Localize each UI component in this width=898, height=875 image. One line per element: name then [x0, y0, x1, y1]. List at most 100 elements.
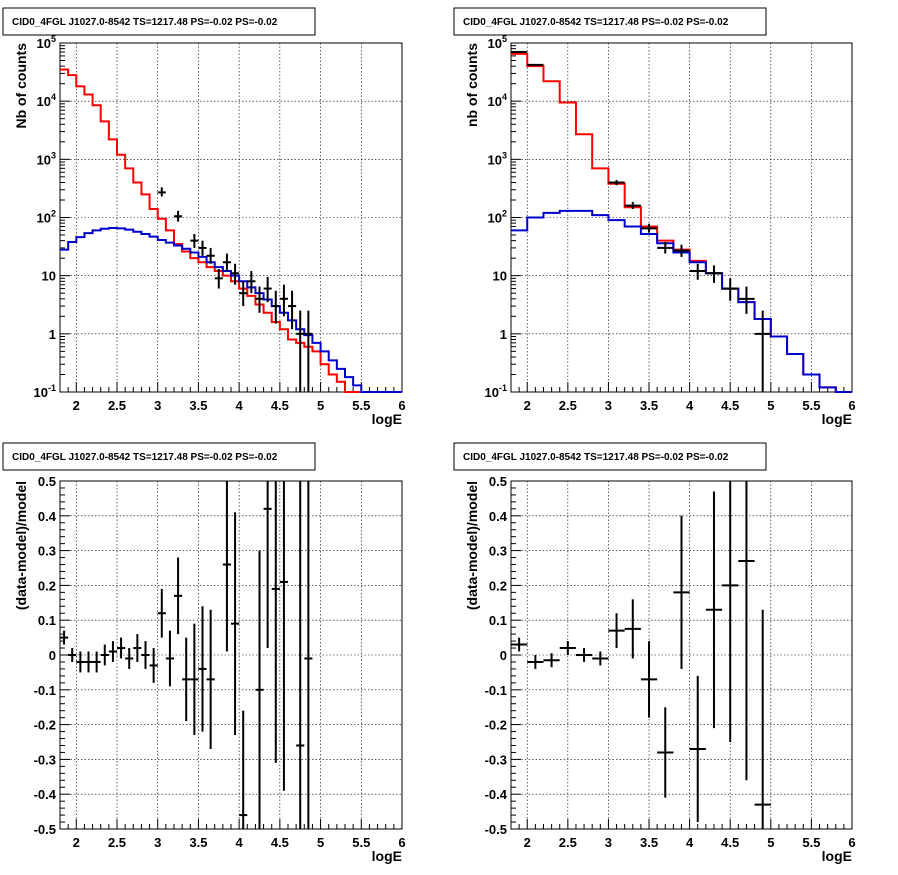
plot-frame: [510, 480, 853, 830]
chart-title: CID0_4FGL J1027.0-8542 TS=1217.48 PS=-0.…: [463, 452, 729, 463]
y-tick-label: 103: [37, 150, 56, 167]
chart-panel-1: CID0_4FGL J1027.0-8542 TS=1217.48 PS=-0.…: [2, 7, 406, 427]
y-tick-label: 0.5: [38, 474, 56, 489]
grid: [511, 481, 852, 829]
grid: [60, 43, 402, 392]
title-box: [453, 7, 767, 36]
y-tick-label: 104: [488, 92, 507, 109]
y-tick-label: -0.3: [34, 752, 56, 767]
data-points: [157, 187, 313, 392]
x-tick-label: 4.5: [271, 835, 289, 850]
y-tick-label: -0.2: [34, 718, 56, 733]
x-tick-label: 4: [686, 398, 694, 413]
y-tick-label: 0: [49, 648, 56, 663]
x-tick-label: 3.5: [189, 398, 207, 413]
plot-frame: [510, 42, 853, 393]
y-tick-label: -0.3: [485, 752, 507, 767]
x-tick-label: 4: [686, 835, 694, 850]
x-axis-title: logE: [372, 848, 402, 864]
y-tick-label: 0.4: [38, 509, 57, 524]
x-tick-label: 5.5: [352, 398, 370, 413]
y-tick-label: 105: [488, 34, 507, 51]
series-step-1: [511, 52, 852, 393]
x-tick-label: 3: [154, 398, 161, 413]
x-tick-label: 3.5: [189, 835, 207, 850]
x-tick-label: 4.5: [271, 398, 289, 413]
grid: [511, 43, 852, 392]
y-tick-label: -0.1: [485, 683, 507, 698]
y-tick-label: 103: [488, 150, 507, 167]
x-tick-label: 2.5: [108, 398, 126, 413]
x-tick-label: 3.5: [640, 398, 658, 413]
series-step-2: [511, 209, 852, 393]
x-tick-label: 3: [605, 835, 612, 850]
x-tick-label: 2.5: [559, 398, 577, 413]
x-axis-title: logE: [822, 411, 852, 427]
x-tick-label: 2.5: [559, 835, 577, 850]
data-points: [60, 481, 313, 829]
x-tick-label: 2.5: [108, 835, 126, 850]
x-tick-label: 5.5: [802, 835, 820, 850]
plot-frame: [59, 42, 403, 393]
x-tick-label: 6: [398, 398, 405, 413]
x-tick-label: 5.5: [352, 835, 370, 850]
y-tick-label: -0.5: [34, 822, 56, 837]
y-tick-label: -0.2: [485, 718, 507, 733]
x-tick-label: 4: [236, 835, 244, 850]
axis-ticks: [510, 480, 853, 830]
y-tick-label: 0.3: [38, 544, 56, 559]
chart-title: CID0_4FGL J1027.0-8542 TS=1217.48 PS=-0.…: [12, 452, 278, 463]
y-tick-label: 10: [42, 269, 56, 284]
x-tick-label: 5: [317, 835, 324, 850]
y-tick-label: 1: [49, 327, 56, 342]
x-tick-label: 5: [767, 398, 774, 413]
axis-ticks: [59, 480, 403, 830]
chart-panel-4: CID0_4FGL J1027.0-8542 TS=1217.48 PS=-0.…: [453, 442, 856, 864]
y-tick-label: 0.4: [489, 509, 508, 524]
y-tick-label: 102: [37, 209, 56, 226]
x-tick-label: 5.5: [802, 398, 820, 413]
data-points: [511, 51, 771, 392]
x-tick-label: 3: [605, 398, 612, 413]
series-step-1: [60, 68, 402, 393]
axis-ticks: [59, 45, 403, 393]
chart-panel-3: CID0_4FGL J1027.0-8542 TS=1217.48 PS=-0.…: [2, 442, 406, 864]
x-tick-label: 6: [398, 835, 405, 850]
x-tick-label: 4.5: [721, 398, 739, 413]
data-points: [511, 481, 771, 829]
y-tick-label: 10-1: [34, 383, 56, 400]
grid: [60, 481, 402, 829]
y-tick-label: 10: [493, 269, 507, 284]
axis-ticks: [510, 45, 853, 393]
series-step-2: [60, 226, 402, 393]
x-axis-title: logE: [372, 411, 402, 427]
x-tick-label: 5: [317, 398, 324, 413]
x-tick-label: 2: [73, 835, 80, 850]
x-tick-label: 3: [154, 835, 161, 850]
chart-title: CID0_4FGL J1027.0-8542 TS=1217.48 PS=-0.…: [12, 17, 278, 28]
y-tick-label: -0.4: [485, 787, 508, 802]
x-tick-label: 2: [524, 398, 531, 413]
y-tick-label: 0.2: [489, 578, 507, 593]
title-box: [453, 442, 767, 471]
y-axis-title: (data-model)/model: [464, 481, 480, 610]
y-axis-title: nb of counts: [464, 43, 480, 127]
x-tick-label: 4: [236, 398, 244, 413]
x-tick-label: 2: [73, 398, 80, 413]
x-tick-label: 6: [848, 835, 855, 850]
y-tick-label: 0.5: [489, 474, 507, 489]
chart-title: CID0_4FGL J1027.0-8542 TS=1217.48 PS=-0.…: [463, 17, 729, 28]
y-axis-title: Nb of counts: [13, 43, 29, 129]
y-tick-label: -0.1: [34, 683, 56, 698]
y-tick-label: 102: [488, 209, 507, 226]
y-axis-title: (data-model)/model: [13, 481, 29, 610]
x-axis-title: logE: [822, 848, 852, 864]
y-tick-label: 0.2: [38, 578, 56, 593]
y-tick-label: 0.3: [489, 544, 507, 559]
x-tick-label: 3.5: [640, 835, 658, 850]
plot-frame: [59, 480, 403, 830]
x-tick-label: 2: [524, 835, 531, 850]
y-tick-label: 0: [500, 648, 507, 663]
y-tick-label: 0.1: [489, 613, 507, 628]
